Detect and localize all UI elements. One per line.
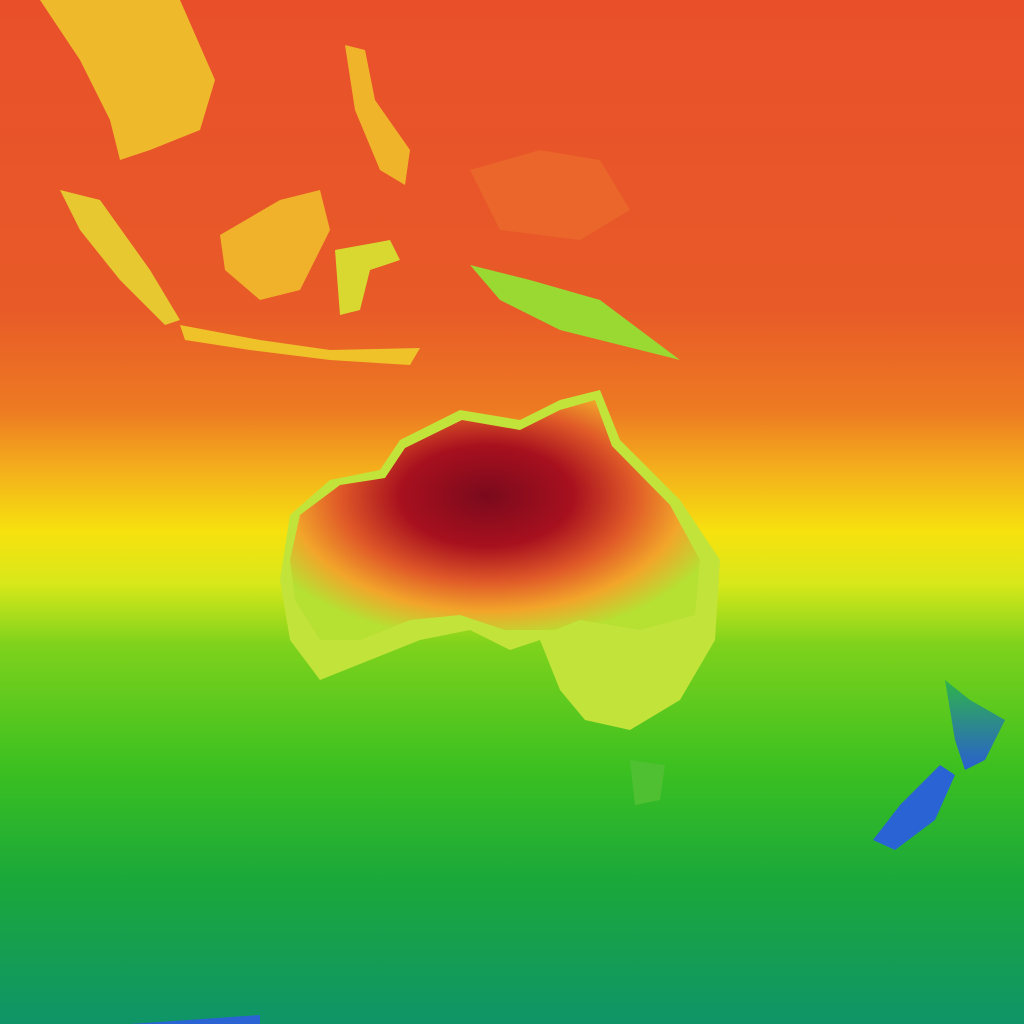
sulawesi [335, 240, 400, 315]
australia [290, 400, 700, 640]
philippines [345, 45, 410, 185]
warm-patch [470, 150, 630, 240]
new-guinea [470, 265, 680, 360]
new-zealand-south [873, 765, 955, 850]
antarctic-edge [130, 1015, 260, 1024]
sumatra [60, 190, 180, 325]
indochina [40, 0, 215, 160]
borneo [220, 190, 330, 300]
java [180, 325, 420, 365]
tasmania [630, 760, 665, 805]
new-zealand-north [945, 680, 1005, 770]
